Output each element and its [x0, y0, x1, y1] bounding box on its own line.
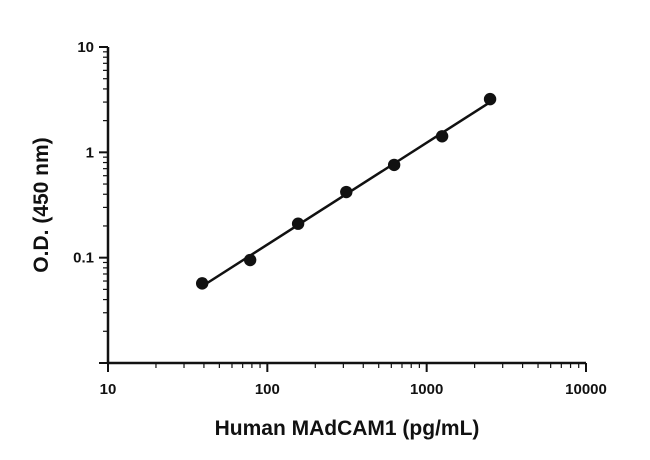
x-tick-label: 10: [100, 381, 117, 398]
x-tick-label: 1000: [410, 381, 443, 398]
data-point: [340, 185, 353, 199]
data-point: [243, 253, 257, 267]
data-point: [387, 158, 401, 172]
major-ticks: [99, 46, 587, 372]
data-point: [435, 130, 449, 143]
data-point: [483, 92, 497, 106]
y-tick-label: 10: [77, 39, 94, 56]
y-axis-title: O.D. (450 nm): [30, 137, 53, 272]
data-points: [195, 92, 497, 290]
data-point: [291, 217, 305, 230]
y-tick-label: 0.1: [73, 250, 94, 267]
minor-ticks: [103, 51, 580, 368]
x-tick-label: 100: [255, 381, 280, 398]
data-point: [195, 277, 209, 290]
tick-labels: 10 100 1000 10000 0.1 1 10: [73, 39, 607, 398]
y-tick-label: 1: [86, 144, 94, 161]
x-tick-label: 10000: [565, 381, 607, 398]
x-axis-title: Human MAdCAM1 (pg/mL): [215, 417, 480, 440]
